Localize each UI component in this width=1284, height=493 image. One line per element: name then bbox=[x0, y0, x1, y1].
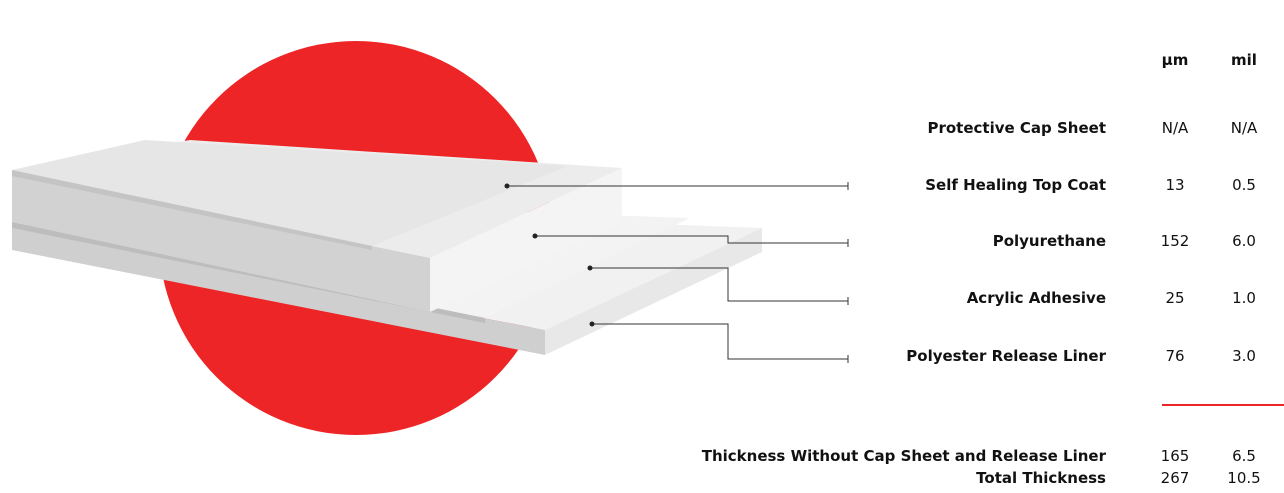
layer-um-adhesive: 25 bbox=[1165, 289, 1185, 307]
layer-mil-polyurethane: 6.0 bbox=[1232, 232, 1256, 250]
total-label-total: Total Thickness bbox=[976, 469, 1106, 487]
layer-mil-release-liner: 3.0 bbox=[1232, 347, 1256, 365]
leader-lines bbox=[507, 182, 849, 363]
header-mil: mil bbox=[1231, 51, 1257, 69]
layer-um-release-liner: 76 bbox=[1165, 347, 1185, 365]
layer-mil-top-coat: 0.5 bbox=[1232, 176, 1256, 194]
layer-um-cap-sheet: N/A bbox=[1161, 119, 1189, 137]
layer-label-top-coat: Self Healing Top Coat bbox=[925, 176, 1106, 194]
total-um-without-cap: 165 bbox=[1160, 447, 1190, 465]
layer-label-cap-sheet: Protective Cap Sheet bbox=[927, 119, 1106, 137]
layer-mil-cap-sheet: N/A bbox=[1230, 119, 1258, 137]
total-label-without-cap: Thickness Without Cap Sheet and Release … bbox=[701, 447, 1106, 465]
layer-label-release-liner: Polyester Release Liner bbox=[906, 347, 1106, 365]
total-mil-total: 10.5 bbox=[1227, 469, 1261, 487]
header-um: µm bbox=[1161, 51, 1189, 69]
top-coat-layer bbox=[12, 140, 568, 250]
leader-polyurethane bbox=[535, 235, 848, 244]
layer-label-polyurethane: Polyurethane bbox=[992, 232, 1106, 250]
layer-um-top-coat: 13 bbox=[1165, 176, 1185, 194]
layer-mil-adhesive: 1.0 bbox=[1232, 289, 1256, 307]
total-um-total: 267 bbox=[1160, 469, 1190, 487]
leader-release-liner bbox=[592, 323, 848, 360]
layer-um-polyurethane: 152 bbox=[1160, 232, 1190, 250]
layer-label-adhesive: Acrylic Adhesive bbox=[966, 289, 1106, 307]
total-mil-without-cap: 6.5 bbox=[1232, 447, 1256, 465]
leader-adhesive bbox=[590, 267, 848, 302]
leader-dots bbox=[504, 183, 595, 327]
